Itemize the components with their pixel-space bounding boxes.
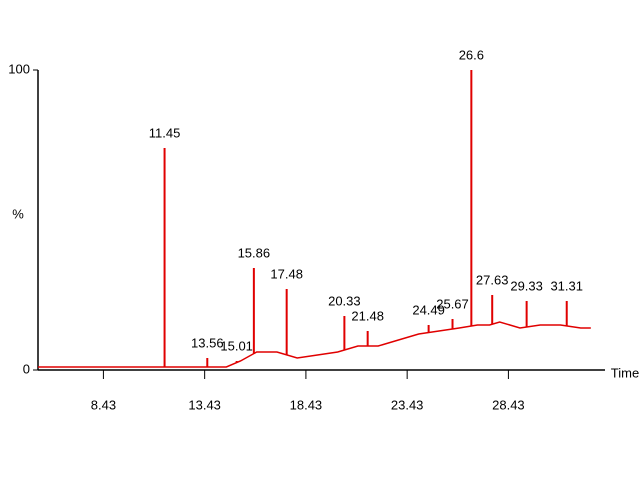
peak-label: 27.63 [476,272,509,287]
peak-label: 24.49 [412,302,445,317]
peak-label: 31.31 [550,278,583,293]
peak-label: 15.01 [220,338,253,353]
x-tick-label: 28.43 [492,397,525,412]
peak-label: 20.33 [328,293,361,308]
peak-label: 21.48 [351,308,384,323]
peak-label: 25.67 [436,296,469,311]
peak-label: 29.33 [510,278,543,293]
x-tick-label: 13.43 [188,397,221,412]
y-tick-label: 0 [23,361,30,376]
x-tick-label: 23.43 [391,397,424,412]
y-axis-label: % [12,206,24,221]
peak-label: 26.6 [459,47,484,62]
peak-label: 13.56 [191,335,224,350]
peak-label: 17.48 [270,266,303,281]
x-tick-label: 8.43 [91,397,116,412]
x-tick-label: 18.43 [290,397,323,412]
peak-label: 15.86 [238,245,271,260]
trace [38,321,591,368]
y-tick-label: 100 [8,61,30,76]
peak-label: 11.45 [149,125,181,140]
x-axis-label: Time [611,365,639,380]
